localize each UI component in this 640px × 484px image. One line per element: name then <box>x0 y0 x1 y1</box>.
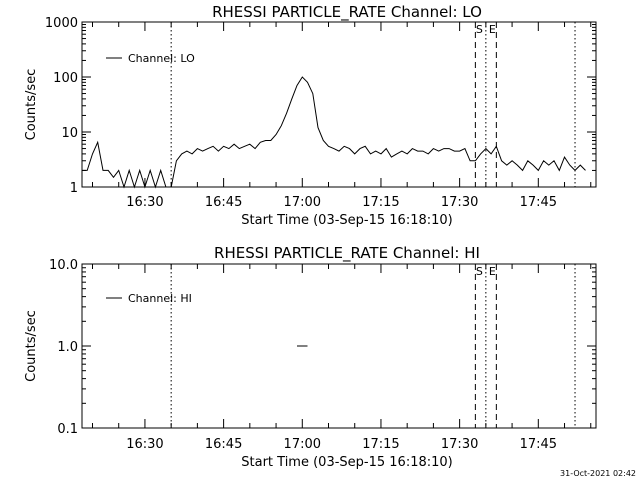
x-tick-label: 17:00 <box>284 195 321 210</box>
marker-label-s: S <box>476 265 483 278</box>
y-tick-label: 10 <box>61 126 78 141</box>
marker-label-e: E <box>489 23 496 36</box>
x-tick-label: 17:00 <box>284 437 321 452</box>
x-tick-label: 17:30 <box>441 195 478 210</box>
x-axis-label: Start Time (03-Sep-15 16:18:10) <box>241 213 452 228</box>
marker-label-e: E <box>489 265 496 278</box>
plot-frame <box>81 263 597 429</box>
timestamp-footer: 31-Oct-2021 02:42 <box>560 469 636 478</box>
x-tick-label: 16:30 <box>126 437 163 452</box>
series-line <box>82 76 586 189</box>
chart-title: RHESSI PARTICLE_RATE Channel: HI <box>214 244 480 263</box>
legend-entry: Channel: LO <box>128 52 195 65</box>
x-tick-label: 17:30 <box>441 437 478 452</box>
y-axis-label: Counts/sec <box>24 69 39 141</box>
legend-entry: Channel: HI <box>128 292 192 305</box>
x-axis-label: Start Time (03-Sep-15 16:18:10) <box>241 455 452 470</box>
x-tick-label: 16:45 <box>205 195 242 210</box>
y-tick-label: 100 <box>53 71 78 86</box>
plot-frame <box>81 21 597 188</box>
y-axis-label: Counts/sec <box>24 310 39 382</box>
x-tick-label: 17:15 <box>362 437 399 452</box>
marker-label-s: S <box>476 23 483 36</box>
y-tick-label: 10.0 <box>49 258 78 273</box>
chart-title: RHESSI PARTICLE_RATE Channel: LO <box>212 3 482 22</box>
y-tick-label: 1 <box>70 181 78 196</box>
x-tick-label: 17:15 <box>362 195 399 210</box>
y-tick-label: 1000 <box>45 16 78 31</box>
y-tick-label: 1.0 <box>57 340 78 355</box>
x-tick-label: 17:45 <box>520 195 557 210</box>
x-tick-label: 16:30 <box>126 195 163 210</box>
y-tick-label: 0.1 <box>57 422 78 437</box>
x-tick-label: 17:45 <box>520 437 557 452</box>
x-tick-label: 16:45 <box>205 437 242 452</box>
